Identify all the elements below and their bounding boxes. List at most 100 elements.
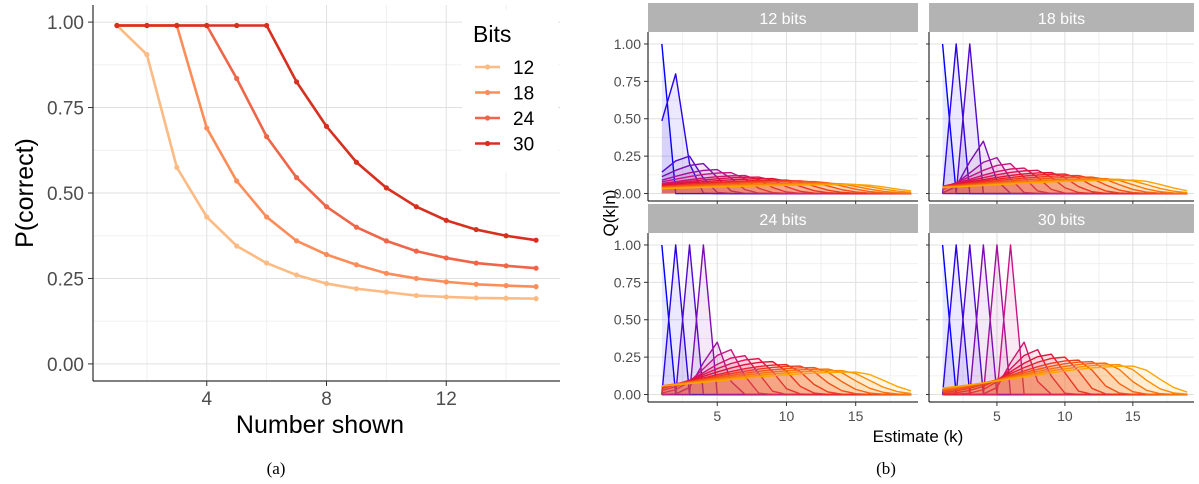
data-point-30-bits (264, 22, 270, 29)
data-point-12-bits (473, 295, 479, 301)
area-fill-n8 (661, 177, 912, 194)
y-tick-label: 0.00 (614, 387, 641, 403)
caption-a: (a) (267, 459, 286, 478)
area-fill-n15 (942, 180, 1188, 194)
x-ticks-a: 4 8 12 (201, 381, 457, 410)
data-point-24-bits (323, 204, 330, 210)
data-point-12-bits (533, 296, 539, 302)
data-point-18-bits (413, 275, 419, 282)
x-axis-label-b: Estimate (k) (873, 427, 964, 446)
y-tick-label: 0.75 (614, 274, 641, 290)
area-fill-n11 (661, 366, 912, 395)
data-point-12-bits (204, 214, 210, 220)
area-fill-n10 (661, 364, 912, 395)
legend-box (462, 10, 558, 172)
area-fill-n11 (942, 360, 1188, 395)
area-fill-n13 (942, 178, 1188, 194)
data-point-30-bits (383, 185, 389, 191)
data-point-30-bits (144, 22, 150, 29)
area-fill-n7 (942, 342, 1188, 395)
curve-n14 (661, 369, 912, 395)
area-fill-n12 (942, 177, 1188, 194)
data-point-24-bits (264, 134, 270, 140)
x-tick-label: 12 (436, 389, 457, 410)
legend-title: Bits (473, 21, 511, 47)
area-fill-n9 (661, 361, 912, 395)
area-fill-n12 (942, 361, 1188, 395)
area-fill-n15 (661, 372, 912, 395)
curve-n11 (942, 174, 1188, 195)
facet-panel-18-bits: 18 bits (926, 3, 1194, 204)
data-point-18-bits (383, 270, 389, 276)
data-point-12-bits (353, 286, 360, 292)
data-point-12-bits (264, 260, 270, 266)
legend-key-point (484, 89, 491, 96)
y-ticks-a: 0.00 0.25 0.50 0.75 1.00 (47, 13, 93, 376)
area-fill-n13 (661, 369, 912, 395)
y-axis-label-a: P(correct) (11, 138, 39, 248)
y-axis-label-b: Q(k|n) (600, 190, 619, 237)
area-fill-n12 (661, 367, 912, 395)
curve-n12 (661, 180, 912, 195)
data-point-18-bits (533, 284, 539, 290)
data-point-12-bits (323, 280, 330, 287)
area-fill-n15 (942, 366, 1188, 395)
area-fill-n2 (661, 244, 912, 395)
facet-panel-30-bits: 30 bits 5 10 15 (926, 204, 1194, 424)
legend-key-point (484, 64, 491, 70)
legend-label: 30 (513, 135, 534, 156)
series-lines-a (114, 22, 539, 302)
area-fill-n5 (661, 169, 912, 194)
y-tick-label: 0.25 (47, 269, 84, 290)
curve-n11 (661, 180, 912, 195)
data-point-24-bits (353, 224, 360, 230)
x-tick-label: 8 (321, 389, 332, 410)
y-tick-label: 1.00 (614, 36, 641, 52)
data-point-18-bits (473, 281, 479, 287)
x-tick-label: 5 (993, 408, 1001, 424)
data-point-12-bits (503, 295, 509, 301)
data-point-18-bits (264, 214, 270, 220)
x-tick-label: 15 (848, 408, 864, 424)
data-point-24-bits (503, 263, 509, 269)
area-fill-n5 (942, 244, 1188, 395)
curve-n15 (942, 179, 1188, 192)
area-fill-n3 (942, 244, 1188, 395)
x-axis-label-a: Number shown (236, 411, 404, 439)
data-point-24-bits (234, 75, 240, 82)
data-point-30-bits (533, 237, 539, 243)
area-fill-n8 (942, 349, 1188, 395)
data-point-12-bits (413, 292, 419, 299)
y-tick-label: 0.00 (47, 355, 84, 376)
y-tick-label: 0.75 (47, 99, 84, 120)
curve-n12 (942, 176, 1188, 195)
data-point-12-bits (383, 289, 389, 295)
area-fill-n14 (661, 370, 912, 395)
data-point-30-bits (353, 159, 360, 165)
data-point-18-bits (443, 279, 449, 285)
data-point-18-bits (234, 178, 240, 184)
area-fill-n2 (942, 244, 1188, 395)
panel-b-faceted-area-chart: Q(k|n) Estimate (k) 12 bits 0.00 0.25 0.50 0… (600, 3, 1194, 446)
data-point-12-bits (293, 272, 300, 278)
y-tick-label: 0.25 (614, 148, 641, 164)
data-point-24-bits (293, 175, 300, 181)
legend-key-point (484, 115, 491, 121)
x-tick-label: 5 (713, 408, 721, 424)
data-point-12-bits (234, 243, 240, 249)
data-point-18-bits (323, 251, 330, 258)
data-point-24-bits (383, 238, 389, 244)
y-tick-label: 0.50 (47, 184, 84, 205)
data-point-30-bits (443, 217, 449, 223)
data-point-18-bits (293, 238, 300, 244)
data-point-24-bits (413, 248, 419, 254)
data-point-24-bits (533, 265, 539, 271)
area-fill-n8 (661, 358, 912, 395)
x-tick-label: 10 (1057, 408, 1073, 424)
area-fill-n3 (661, 244, 912, 395)
y-tick-label: 0.25 (614, 349, 641, 365)
data-point-24-bits (473, 260, 479, 266)
area-fill-n14 (942, 179, 1188, 194)
curve-n13 (661, 368, 912, 396)
